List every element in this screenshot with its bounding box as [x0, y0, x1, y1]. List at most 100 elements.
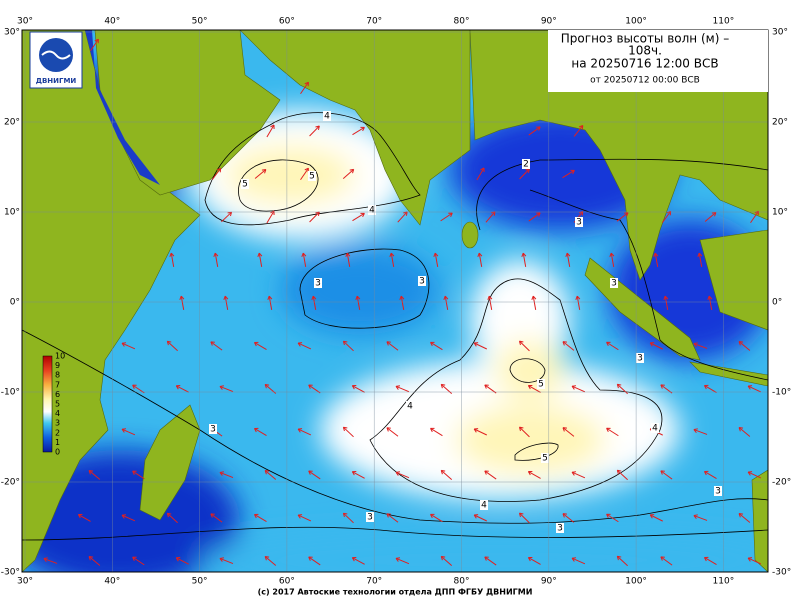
wave-arrow-head [315, 125, 320, 131]
wave-arrow [264, 556, 277, 566]
wave-arrow-head [227, 211, 233, 217]
wave-arrow [664, 296, 669, 310]
wave-arrow [738, 341, 751, 351]
wave-arrow-head [223, 295, 229, 301]
wave-arrow [254, 169, 267, 179]
wave-arrow-head [342, 426, 348, 432]
wave-arrow [356, 296, 361, 310]
wave-arrow-head [264, 555, 270, 561]
wave-arrow-head [169, 252, 175, 258]
wave-arrow [528, 126, 541, 136]
colorbar-label: 3 [55, 419, 60, 428]
wave-arrow [78, 514, 91, 522]
wave-arrow [395, 471, 410, 479]
wave-arrow-head [747, 385, 753, 390]
contour-label: 3 [557, 524, 563, 534]
colorbar-label: 5 [55, 400, 60, 409]
contour-label-bg [556, 523, 564, 533]
wave-arrow [562, 513, 575, 523]
wave-arrow [132, 556, 145, 566]
wave-arrow [750, 210, 759, 224]
wave-arrow [532, 296, 537, 310]
lat-label: 10° [772, 208, 788, 218]
wave-arrow [660, 470, 673, 480]
contour-label-bg [406, 401, 414, 411]
wave-arrow-head [570, 169, 575, 175]
wave-arrow [342, 168, 355, 180]
wave-arrow-head [521, 252, 527, 258]
wave-arrow [300, 81, 309, 95]
lon-label: 30° [17, 17, 33, 27]
wave-arrow-head [649, 514, 655, 519]
lon-label: 40° [104, 577, 120, 587]
wave-arrow-head [653, 252, 659, 258]
wave-arrow-head [179, 295, 185, 301]
wave-arrow [488, 296, 493, 310]
wave-arrow [430, 427, 443, 437]
wave-arrow-head [606, 341, 611, 347]
colorbar-label: 4 [55, 409, 60, 418]
wave-arrow [343, 426, 354, 438]
wave-arrow [132, 470, 145, 480]
wave-arrow-head [219, 557, 224, 562]
wave-arrow-head [77, 513, 83, 519]
colorbar-label: 6 [55, 390, 60, 399]
wave-arrow-head [121, 514, 127, 519]
lat-label: -30° [1, 568, 20, 578]
wave-arrow [747, 385, 762, 393]
lat-label: 10° [4, 208, 20, 218]
wave-arrow [576, 296, 581, 310]
wave-arrow-head [578, 125, 584, 130]
wave-arrow-head [623, 212, 629, 217]
wave-arrow-head [663, 295, 669, 301]
wave-arrow [562, 427, 575, 437]
wave-arrow-head [703, 384, 709, 390]
wave-arrow-head [166, 340, 172, 346]
contour-label-bg [522, 159, 530, 169]
wave-arrow [121, 514, 136, 522]
wave-arrow [352, 126, 365, 136]
colorbar-label: 7 [55, 380, 60, 389]
wave-arrow [660, 556, 673, 566]
wave-arrow [343, 340, 354, 352]
lon-label: 60° [279, 577, 295, 587]
wave-arrow-head [649, 342, 655, 347]
wave-arrow-head [660, 556, 665, 561]
logo-wave [41, 50, 71, 60]
wave-arrow [346, 253, 351, 267]
contour-label-bg [308, 171, 316, 181]
wave-arrow-head [747, 557, 753, 562]
wave-arrow-head [360, 212, 365, 218]
wave-arrow-head [311, 295, 317, 301]
wave-arrow-head [386, 341, 391, 346]
wave-arrow [698, 253, 703, 267]
wave-arrow-head [747, 471, 753, 476]
wave-arrow [661, 211, 672, 223]
wave-arrow [132, 384, 145, 394]
logo: ДВНИГМИ [29, 31, 83, 89]
wave-arrow [484, 384, 497, 394]
wave-arrow-head [270, 124, 275, 129]
lon-label: 100° [625, 577, 647, 587]
lat-label: -20° [1, 478, 20, 488]
wave-arrow [386, 427, 399, 437]
wave-arrow [616, 555, 628, 567]
contour-label: 4 [324, 112, 330, 122]
wave-arrow [43, 558, 58, 564]
contour-label-bg [241, 179, 249, 189]
lon-label: 80° [454, 577, 470, 587]
wave-arrow [308, 384, 321, 394]
wave-arrow-head [395, 471, 401, 476]
wave-arrow [738, 513, 751, 523]
wave-arrow [180, 296, 185, 310]
wave-arrow-head [121, 342, 127, 347]
wave-arrow [219, 471, 234, 479]
wave-arrow-head [389, 252, 395, 258]
wave-arrow [166, 340, 178, 352]
wave-arrow-head [616, 383, 622, 389]
wave-arrow [484, 470, 497, 480]
lat-label: 0° [10, 298, 20, 308]
lat-label: -10° [772, 388, 791, 398]
wave-arrow-head [175, 385, 181, 390]
wave-arrow-head [518, 340, 524, 346]
